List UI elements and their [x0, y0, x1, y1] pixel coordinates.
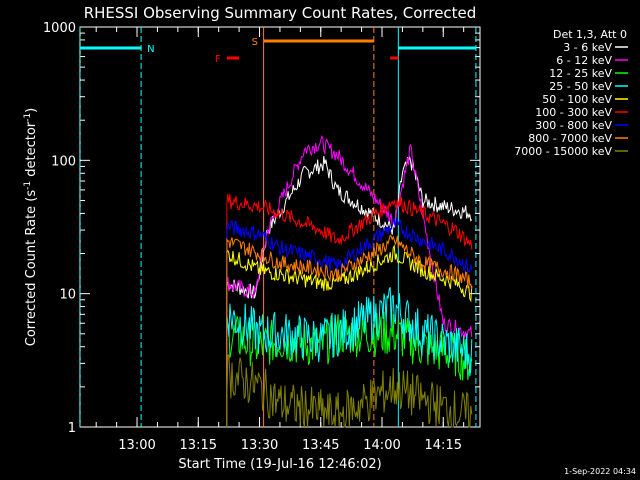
legend-entry-label: 7000 - 15000 keV [514, 145, 612, 158]
plot-frame [79, 26, 481, 428]
x-tick-label: 13:45 [302, 438, 339, 453]
legend-entry-label: 800 - 7000 keV [528, 132, 612, 145]
x-tick-label: 13:15 [180, 438, 217, 453]
legend-entry-label: 12 - 25 keV [549, 67, 612, 80]
series-line [226, 286, 473, 427]
x-tick-label: 14:00 [363, 438, 400, 453]
series-lines [226, 134, 473, 428]
chart-title: RHESSI Observing Summary Count Rates, Co… [84, 4, 477, 22]
legend-entry-label: 50 - 100 keV [542, 93, 612, 106]
legend-entry-label: 25 - 50 keV [549, 80, 612, 93]
y-axis-label: Corrected Count Rate (s-1 detector-1) [23, 108, 39, 346]
timestamp: 1-Sep-2022 04:34 [564, 467, 636, 476]
y-axis-label-sup2: -1 [23, 113, 33, 122]
x-axis-label: Start Time (19-Jul-16 12:46:02) [178, 457, 381, 472]
x-tick-label: 14:15 [425, 438, 462, 453]
y-tick-label: 10 [59, 288, 76, 303]
series-line [226, 193, 473, 427]
x-tick-label: 13:00 [118, 438, 155, 453]
series-line [226, 244, 473, 427]
flag-label: S [252, 37, 258, 48]
legend-title: Det 1,3, Att 0 [553, 28, 627, 41]
x-axis: 13:00 13:15 13:30 13:45 14:00 14:15 [95, 27, 465, 453]
legend-entry-label: 6 - 12 keV [556, 54, 612, 67]
legend-entry-label: 300 - 800 keV [535, 119, 612, 132]
y-tick-label: 1000 [43, 21, 76, 36]
y-axis-label-sup1: -1 [23, 181, 33, 190]
flag-label: F [215, 54, 221, 65]
legend-entry-label: 100 - 300 keV [535, 106, 612, 119]
y-tick-label: 1 [68, 421, 76, 436]
y-axis-label-main: Corrected Count Rate (s [24, 190, 39, 347]
observing-flags: N S F [79, 27, 477, 427]
y-axis: 1 10 100 1000 [43, 21, 480, 436]
flag-label: N [147, 44, 154, 55]
x-tick-label: 13:30 [241, 438, 278, 453]
legend-entry-label: 3 - 6 keV [563, 41, 612, 54]
series-line [226, 234, 473, 427]
y-axis-label-end: ) [24, 108, 39, 113]
y-tick-label: 100 [51, 154, 76, 169]
series-line [226, 217, 473, 427]
y-axis-label-mid: detector [24, 121, 39, 181]
series-line [226, 354, 473, 428]
